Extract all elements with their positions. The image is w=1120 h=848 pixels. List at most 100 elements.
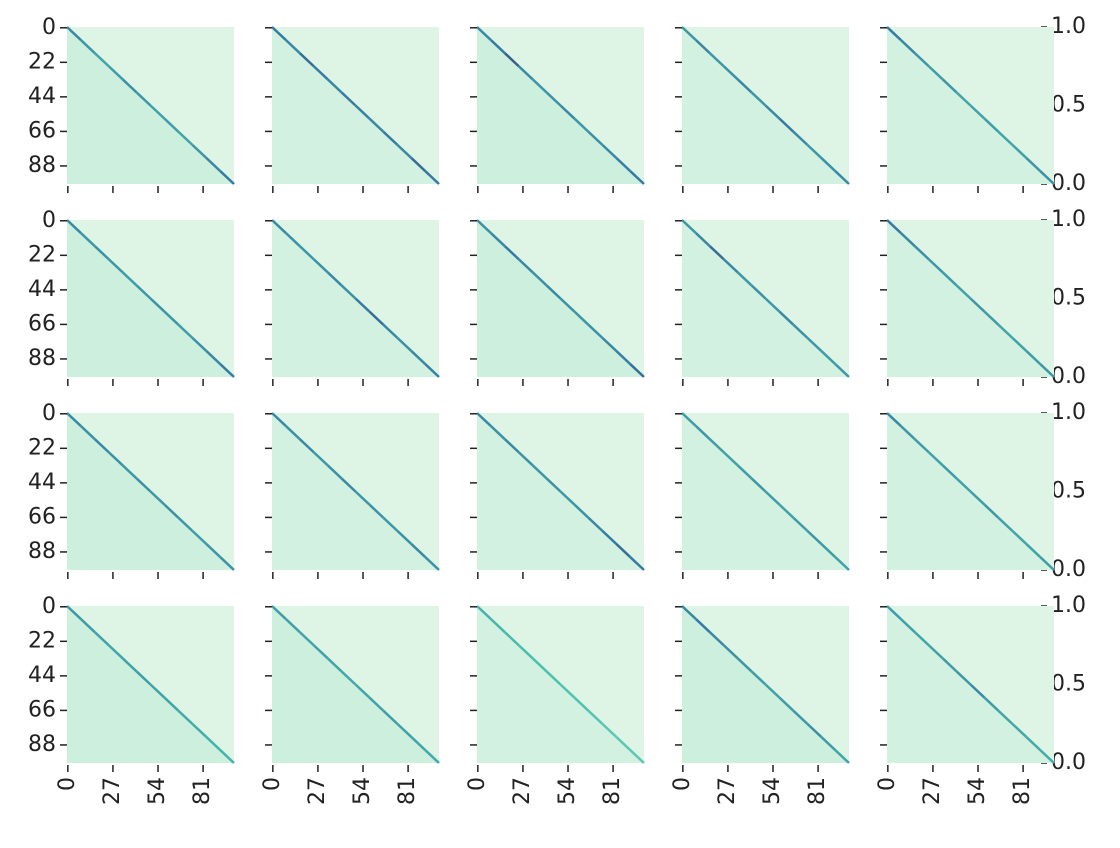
diagonal-cell bbox=[424, 363, 440, 378]
diagonal-cell bbox=[955, 91, 972, 107]
diagonal-cell bbox=[476, 26, 492, 41]
diagonal-cell bbox=[545, 91, 562, 107]
diagonal-cell bbox=[93, 438, 110, 454]
diagonal-cell bbox=[927, 451, 944, 467]
y-tick-label: 66 bbox=[28, 504, 56, 529]
diagonal-cell bbox=[1039, 363, 1055, 378]
diagonal-cell bbox=[135, 670, 152, 686]
diagonal-cell bbox=[601, 529, 618, 545]
diagonal-cell bbox=[1039, 749, 1055, 764]
diagonal-cell bbox=[559, 297, 576, 313]
diagonal-cell bbox=[191, 529, 208, 545]
diagonal-cell bbox=[531, 657, 548, 673]
colorbar-tick-label: 1.0 bbox=[1051, 207, 1086, 232]
diagonal-cell bbox=[969, 297, 986, 313]
diagonal-cell bbox=[969, 490, 986, 506]
diagonal-cell bbox=[476, 219, 492, 234]
diagonal-cell bbox=[559, 490, 576, 506]
diagonal-cell bbox=[708, 245, 725, 261]
diagonal-cell bbox=[285, 425, 301, 441]
diagonal-cell bbox=[396, 529, 413, 545]
diagonal-cell bbox=[615, 735, 631, 751]
diagonal-cell bbox=[615, 542, 631, 558]
diagonal-cell bbox=[107, 258, 124, 274]
diagonal-cell bbox=[93, 631, 110, 647]
diagonal-cell bbox=[969, 683, 986, 699]
diagonal-cell bbox=[886, 219, 902, 234]
diagonal-cell bbox=[368, 503, 385, 519]
diagonal-cell bbox=[750, 91, 767, 107]
diagonal-cell bbox=[205, 542, 221, 558]
diagonal-cell bbox=[997, 516, 1014, 532]
diagonal-cell bbox=[913, 52, 930, 68]
y-tick-label: 44 bbox=[28, 663, 56, 688]
diagonal-cell bbox=[312, 258, 329, 274]
diagonal-cell bbox=[177, 130, 194, 146]
y-tick-label: 22 bbox=[28, 49, 56, 74]
diagonal-cell bbox=[629, 556, 645, 571]
diagonal-cell bbox=[285, 232, 301, 248]
diagonal-cell bbox=[1039, 556, 1055, 571]
y-tick-label: 44 bbox=[28, 277, 56, 302]
diagonal-cell bbox=[177, 709, 194, 725]
diagonal-cell bbox=[107, 65, 124, 81]
x-tick-label: 54 bbox=[145, 777, 170, 805]
diagonal-cell bbox=[764, 683, 781, 699]
diagonal-cell bbox=[312, 644, 329, 660]
diagonal-cell bbox=[93, 52, 110, 68]
diagonal-cell bbox=[271, 26, 287, 41]
diagonal-cell bbox=[149, 104, 166, 120]
diagonal-cell bbox=[396, 336, 413, 352]
diagonal-cell bbox=[396, 722, 413, 738]
diagonal-cell bbox=[382, 130, 399, 146]
diagonal-cell bbox=[629, 363, 645, 378]
diagonal-cell bbox=[708, 631, 725, 647]
diagonal-cell bbox=[205, 735, 221, 751]
diagonal-cell bbox=[955, 284, 972, 300]
y-tick-label: 0 bbox=[42, 208, 56, 233]
diagonal-cell bbox=[806, 143, 823, 159]
diagonal-cell bbox=[531, 271, 548, 287]
diagonal-cell bbox=[722, 258, 739, 274]
diagonal-cell bbox=[736, 78, 753, 94]
diagonal-cell bbox=[629, 170, 645, 185]
diagonal-cell bbox=[271, 605, 287, 620]
diagonal-cell bbox=[340, 477, 357, 493]
diagonal-cell bbox=[424, 170, 440, 185]
y-tick-label: 88 bbox=[28, 732, 56, 757]
diagonal-cell bbox=[80, 425, 96, 441]
diagonal-cell bbox=[834, 556, 850, 571]
diagonal-cell bbox=[997, 323, 1014, 339]
diagonal-cell bbox=[121, 657, 138, 673]
diagonal-cell bbox=[913, 438, 930, 454]
diagonal-cell bbox=[66, 605, 82, 620]
y-tick-label: 66 bbox=[28, 311, 56, 336]
diagonal-cell bbox=[517, 451, 534, 467]
diagonal-cell bbox=[517, 644, 534, 660]
diagonal-cell bbox=[476, 605, 492, 620]
diagonal-cell bbox=[736, 271, 753, 287]
diagonal-cell bbox=[66, 412, 82, 427]
diagonal-cell bbox=[93, 245, 110, 261]
diagonal-cell bbox=[736, 464, 753, 480]
diagonal-cell bbox=[490, 618, 506, 634]
diagonal-cell bbox=[382, 323, 399, 339]
colorbar-tick-label: 0.0 bbox=[1051, 364, 1086, 389]
diagonal-cell bbox=[163, 503, 180, 519]
diagonal-cell bbox=[1025, 156, 1041, 172]
diagonal-cell bbox=[820, 542, 836, 558]
y-tick-label: 0 bbox=[42, 401, 56, 426]
colorbar-tick-label: 0.5 bbox=[1051, 672, 1086, 697]
colorbar-tick-label: 0.5 bbox=[1051, 479, 1086, 504]
colorbar-tick-label: 1.0 bbox=[1051, 14, 1086, 39]
colorbar-tick-label: 0.5 bbox=[1051, 286, 1086, 311]
diagonal-cell bbox=[66, 26, 82, 41]
diagonal-cell bbox=[326, 78, 343, 94]
diagonal-cell bbox=[121, 464, 138, 480]
diagonal-cell bbox=[340, 284, 357, 300]
y-tick-label: 66 bbox=[28, 697, 56, 722]
diagonal-cell bbox=[927, 258, 944, 274]
x-tick-label: 27 bbox=[305, 777, 330, 805]
diagonal-cell bbox=[545, 284, 562, 300]
diagonal-cell bbox=[135, 91, 152, 107]
